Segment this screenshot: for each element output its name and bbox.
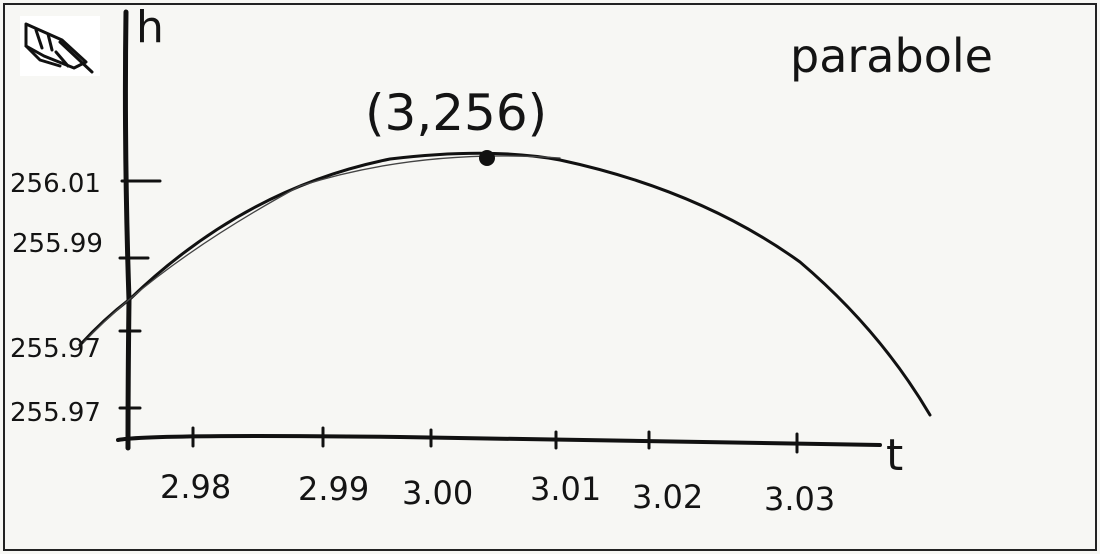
pencil-hand-icon bbox=[20, 16, 100, 76]
y-tick-label: 255.99 bbox=[12, 229, 103, 259]
axes bbox=[116, 9, 882, 454]
y-axis-line bbox=[122, 9, 132, 451]
y-tick-label: 255.97 bbox=[10, 398, 101, 428]
x-tick-label: 2.98 bbox=[160, 468, 231, 506]
y-tick-label: 255.97 bbox=[10, 334, 101, 364]
parabola-curve bbox=[78, 151, 932, 417]
x-tick-label: 3.00 bbox=[402, 474, 473, 512]
x-tick-label: 2.99 bbox=[298, 470, 369, 508]
y-axis-label: h bbox=[136, 2, 164, 53]
sheet-border bbox=[3, 3, 1097, 551]
x-tick-label: 3.03 bbox=[764, 480, 835, 518]
x-tick-label: 3.02 bbox=[632, 478, 703, 516]
vertex-point bbox=[479, 150, 495, 166]
x-axis-label: t bbox=[886, 430, 903, 481]
title-label: parabole bbox=[790, 29, 993, 83]
x-tick-label: 3.01 bbox=[530, 470, 601, 508]
vertex-label: (3,256) bbox=[365, 84, 547, 142]
x-axis-line bbox=[116, 434, 882, 447]
y-tick-label: 256.01 bbox=[10, 169, 101, 199]
